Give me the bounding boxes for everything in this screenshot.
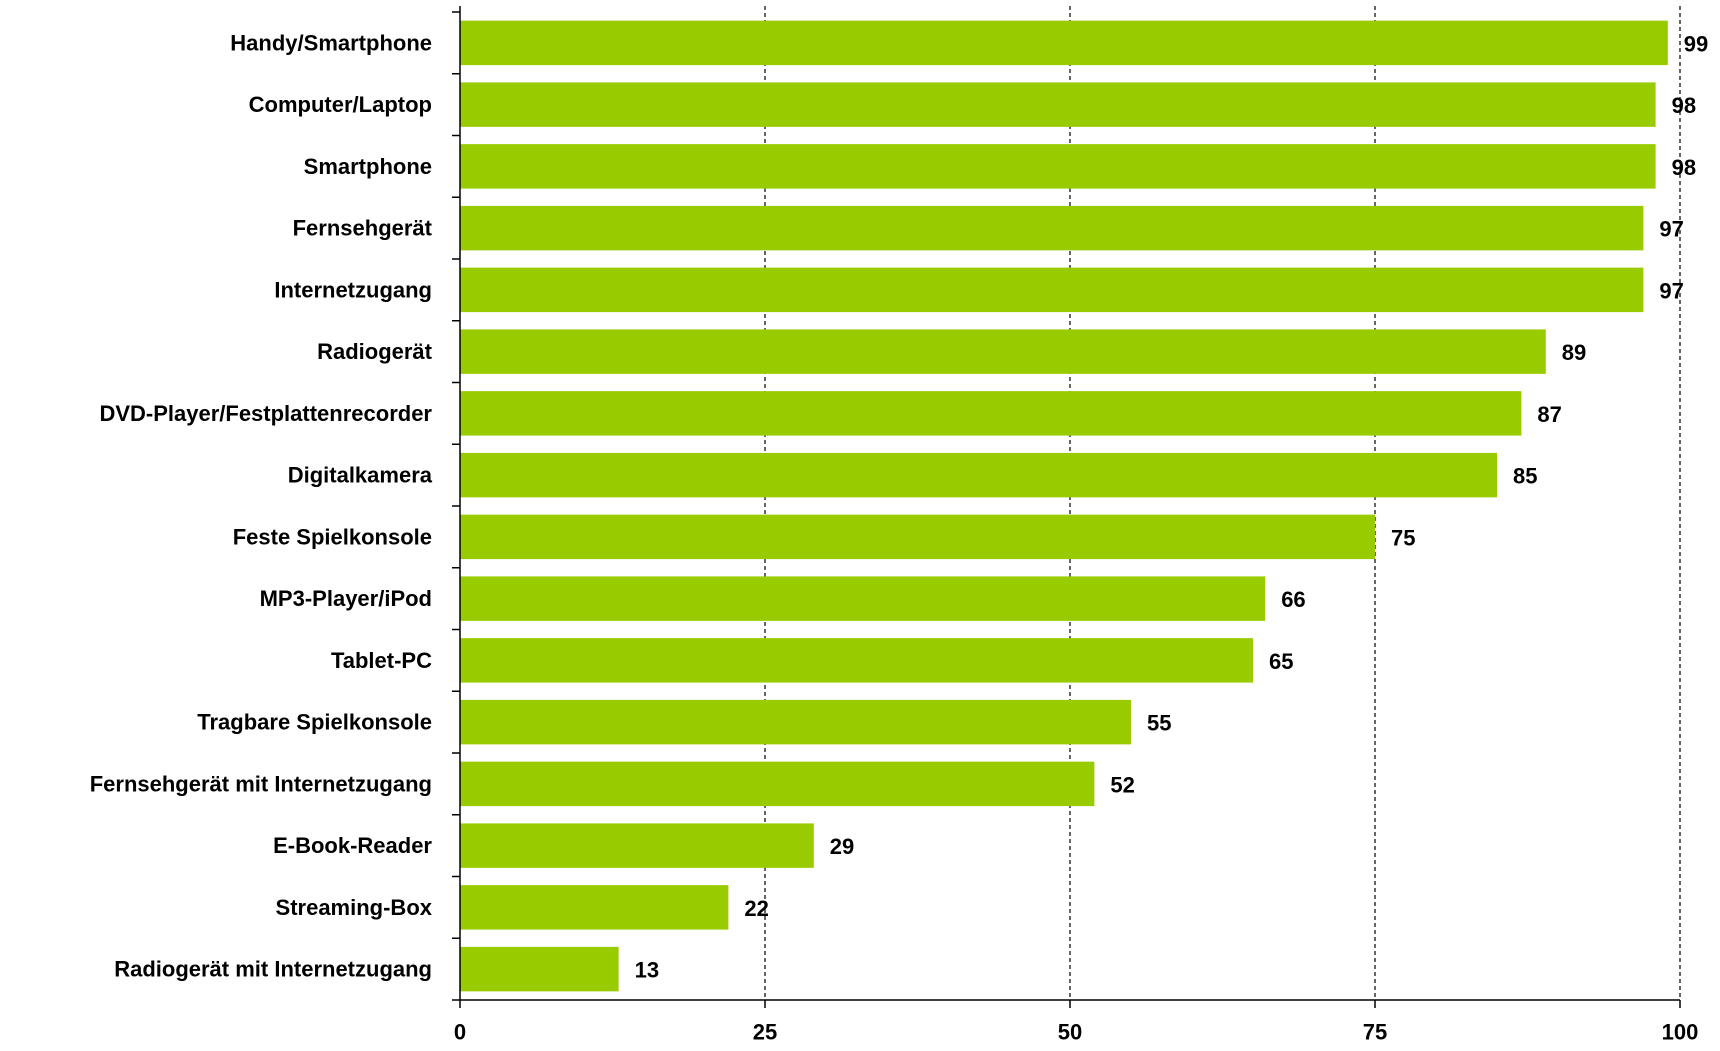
x-tick-label: 25 xyxy=(753,1020,777,1045)
bar xyxy=(460,452,1497,498)
value-label: 85 xyxy=(1513,464,1537,489)
value-label: 65 xyxy=(1269,649,1293,674)
category-label: Streaming-Box xyxy=(276,895,433,920)
x-tick-label: 0 xyxy=(454,1020,466,1045)
value-label: 75 xyxy=(1391,525,1415,550)
category-label: Fernsehgerät xyxy=(293,216,433,241)
bar xyxy=(460,144,1656,189)
bar xyxy=(460,82,1656,127)
category-label: Feste Spielkonsole xyxy=(233,524,432,549)
x-tick-label: 100 xyxy=(1662,1020,1699,1045)
bar xyxy=(460,205,1644,251)
category-label: Smartphone xyxy=(304,154,432,179)
value-label: 22 xyxy=(744,896,768,921)
category-label: E-Book-Reader xyxy=(273,833,432,858)
value-label: 55 xyxy=(1147,711,1171,736)
bar xyxy=(460,638,1253,683)
category-label: Tragbare Spielkonsole xyxy=(197,710,432,735)
bar xyxy=(460,699,1131,745)
value-label: 66 xyxy=(1281,587,1305,612)
category-label: Fernsehgerät mit Internetzugang xyxy=(90,771,432,796)
x-tick-label: 75 xyxy=(1363,1020,1387,1045)
value-label: 97 xyxy=(1659,278,1683,303)
value-label: 98 xyxy=(1672,93,1696,118)
axes xyxy=(452,6,1681,1008)
value-label: 52 xyxy=(1110,772,1134,797)
value-label: 97 xyxy=(1659,217,1683,242)
value-label: 89 xyxy=(1562,340,1586,365)
value-label: 98 xyxy=(1672,155,1696,180)
value-label: 99 xyxy=(1684,31,1708,56)
value-label: 13 xyxy=(635,958,659,983)
labels: Handy/Smartphone 99 Computer/Laptop 98 Smart… xyxy=(90,30,1709,1044)
category-label: Handy/Smartphone xyxy=(230,30,432,55)
bar xyxy=(460,576,1266,621)
bar xyxy=(460,761,1095,807)
value-label: 29 xyxy=(830,834,854,859)
bar xyxy=(460,885,729,930)
category-label: Internetzugang xyxy=(274,277,432,302)
bar xyxy=(460,514,1375,560)
x-tick-label: 50 xyxy=(1058,1020,1082,1045)
category-label: Computer/Laptop xyxy=(249,92,432,117)
bars xyxy=(460,20,1668,992)
bar xyxy=(460,823,814,868)
category-label: Radiogerät xyxy=(317,339,433,364)
bar xyxy=(460,20,1668,66)
bar xyxy=(460,329,1546,374)
category-label: Tablet-PC xyxy=(331,648,432,673)
bar xyxy=(460,946,619,992)
category-label: MP3-Player/iPod xyxy=(260,586,432,611)
value-label: 87 xyxy=(1537,402,1561,427)
category-label: Digitalkamera xyxy=(288,463,433,488)
category-label: Radiogerät mit Internetzugang xyxy=(114,957,432,982)
bar xyxy=(460,267,1644,313)
bar xyxy=(460,391,1522,436)
category-label: DVD-Player/Festplattenrecorder xyxy=(99,401,432,426)
